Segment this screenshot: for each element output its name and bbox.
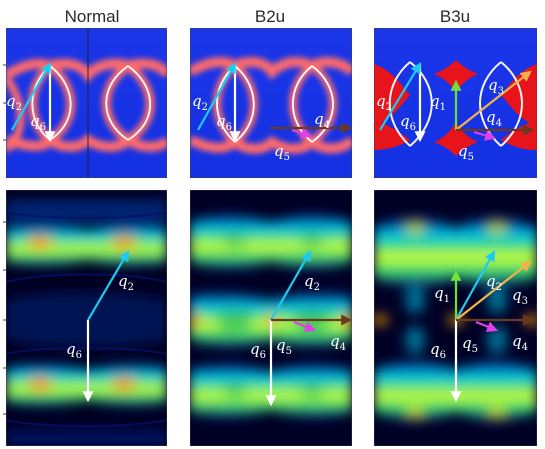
q3-label: q3 [512,286,528,307]
q2-label: q2 [486,272,502,293]
arrows-top-b3u [379,62,535,143]
q4-label: q4 [330,332,346,353]
q3-label: q3 [488,76,504,97]
bottom-panel-normal [6,190,167,446]
arrows-top-normal [11,62,56,143]
q2-arrow [379,62,422,131]
column-title-normal: Normal [65,7,120,26]
q2-arrow [11,62,52,131]
q1-label: q1 [434,284,450,305]
column-title-b3u: B3u [440,7,470,26]
q6-label: q6 [66,340,82,361]
q5-arrow [293,320,317,332]
left-axis-ticks [3,64,6,415]
q2-label: q2 [304,272,320,293]
q3-arrow [455,70,532,131]
q5-arrow [473,130,497,141]
q2-arrow [197,62,237,131]
q2-arrow [87,250,130,321]
q5-label: q5 [458,142,474,163]
arrows-top-b2u [197,62,353,143]
q5-label: q5 [274,142,290,163]
q2-label: q2 [192,92,208,113]
q3-arrow [455,260,532,321]
q6-label: q6 [30,112,46,133]
q6-label: q6 [216,112,232,133]
arrows-bottom-b2u [265,250,353,407]
q4-label: q4 [512,332,528,353]
arrows-bottom-b3u [450,250,535,403]
top-panel-normal [6,28,167,178]
q5-label: q5 [276,336,292,357]
q4-label: q4 [486,108,502,129]
q2-label: q2 [376,92,392,113]
q2-arrow [270,250,312,321]
q2-label: q2 [6,92,22,113]
q2-arrow [455,250,496,321]
q2-label: q2 [118,272,134,293]
q4-label: q4 [314,110,330,131]
q6-label: q6 [430,340,446,361]
q1-label: q1 [430,92,446,113]
q6-label: q6 [400,112,416,133]
arrows-bottom-normal [82,250,130,403]
q5-arrow [475,320,499,332]
q6-label: q6 [250,340,266,361]
q5-label: q5 [462,334,478,355]
column-title-b2u: B2u [255,7,285,26]
q5-arrow [291,127,313,139]
